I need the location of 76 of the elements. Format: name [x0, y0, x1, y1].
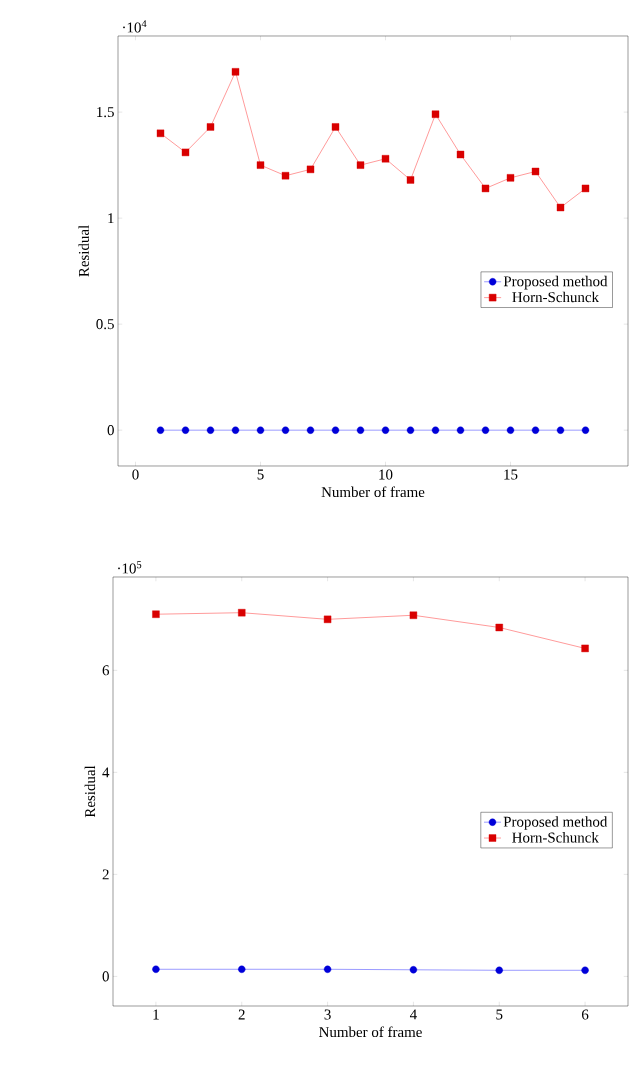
point: [556, 426, 565, 434]
point: [331, 123, 340, 131]
point: [456, 426, 465, 434]
point: [256, 161, 265, 169]
point: [306, 426, 315, 434]
y-axis-title: Residual: [84, 765, 96, 818]
x-tick-label: 6: [581, 1009, 589, 1020]
y-tick-label: 0.5: [96, 319, 114, 330]
point: [356, 426, 365, 434]
point: [281, 172, 290, 180]
x-tick-label: 2: [238, 1009, 245, 1020]
x-axis-title: Number of frame: [321, 486, 425, 498]
point: [331, 426, 340, 434]
x-axis-title: Number of frame: [319, 1026, 422, 1038]
point: [281, 426, 290, 434]
point: [231, 426, 240, 434]
point: [506, 426, 515, 434]
point: [581, 966, 589, 974]
point: [238, 609, 246, 617]
point: [495, 623, 503, 632]
point: [181, 426, 190, 434]
point: [406, 426, 415, 434]
point: [495, 966, 503, 974]
legend-label: Proposed method: [503, 816, 608, 830]
point: [406, 176, 415, 184]
point: [356, 161, 365, 169]
point: [481, 426, 490, 434]
point: [306, 165, 315, 174]
x-tick-label: 15: [504, 469, 518, 480]
y-tick-label: 4: [102, 767, 110, 778]
x-tick-label: 3: [324, 1009, 331, 1020]
point: [506, 174, 515, 182]
y-tick-label: 0: [102, 971, 109, 982]
point: [323, 965, 332, 973]
point: [409, 611, 418, 619]
legend-label: Proposed method: [503, 275, 608, 290]
point: [556, 203, 565, 212]
y-tick-label: 0: [107, 425, 114, 436]
point: [156, 426, 165, 434]
y-tick-label: 2: [102, 869, 109, 880]
point: [381, 426, 390, 434]
point: [181, 148, 190, 157]
x-tick-label: 10: [379, 469, 393, 480]
point: [581, 426, 590, 434]
point: [238, 965, 246, 973]
y-tick-label: 1.5: [97, 107, 114, 118]
point: [581, 184, 590, 193]
point: [381, 155, 390, 163]
text: ·10$^{5}$: [118, 561, 142, 574]
x-tick-label: 5: [257, 469, 264, 480]
point: [431, 426, 440, 434]
point: [256, 426, 265, 434]
x-tick-label: 0: [132, 469, 139, 480]
point: [456, 150, 465, 159]
point: [231, 68, 240, 76]
point: [152, 965, 160, 973]
x-tick-label: 1: [153, 1009, 159, 1020]
point: [206, 426, 215, 434]
point: [206, 123, 215, 131]
point: [152, 610, 160, 618]
x-tick-label: 5: [496, 1009, 503, 1020]
point: [531, 426, 540, 434]
y-axis-title: Residual: [78, 225, 89, 277]
text: ·10$^{4}$: [123, 20, 147, 33]
legend-label: Horn-Schunck: [512, 291, 600, 303]
y-tick-label: 1: [108, 213, 114, 224]
x-tick-label: 4: [409, 1009, 417, 1020]
point: [531, 167, 540, 176]
point: [431, 110, 440, 118]
y-tick-label: 6: [102, 665, 110, 676]
point: [581, 644, 589, 653]
point: [156, 129, 165, 137]
point: [481, 184, 490, 193]
point: [323, 615, 332, 624]
point: [409, 966, 418, 974]
legend-label: Horn-Schunck: [512, 832, 599, 843]
